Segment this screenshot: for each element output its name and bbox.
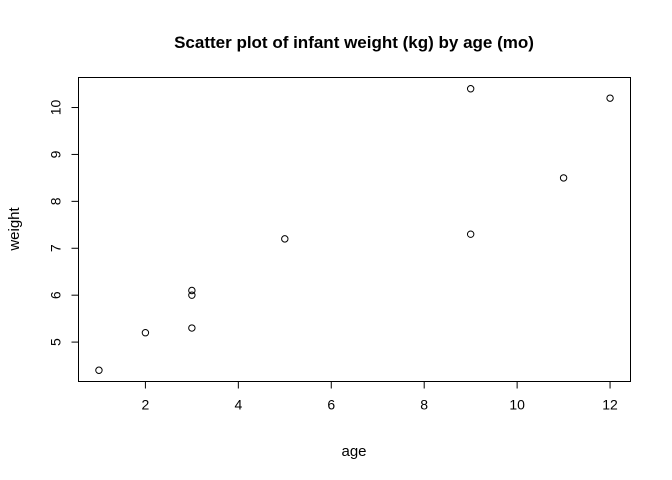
x-axis: 2 4 6 8 10 12 xyxy=(142,381,618,413)
y-axis: 5 6 7 8 9 10 xyxy=(48,100,79,346)
data-point xyxy=(466,85,475,93)
x-tick-label: 12 xyxy=(602,397,618,413)
x-tick-label: 6 xyxy=(327,397,335,413)
y-tick-label: 8 xyxy=(48,197,64,205)
data-point xyxy=(188,324,196,332)
x-tick-label: 4 xyxy=(234,397,242,413)
data-point xyxy=(281,235,289,243)
x-tick-label: 10 xyxy=(509,397,525,413)
chart-title: Scatter plot of infant weight (kg) by ag… xyxy=(174,33,534,52)
x-tick-label: 2 xyxy=(142,397,150,413)
y-tick-label: 5 xyxy=(48,338,64,346)
data-point xyxy=(95,366,103,374)
data-points xyxy=(95,85,614,374)
data-point xyxy=(188,291,196,299)
y-tick-label: 7 xyxy=(48,244,64,252)
y-axis-label: weight xyxy=(6,206,23,251)
x-axis-label: age xyxy=(341,443,366,460)
y-tick-label: 6 xyxy=(48,291,64,299)
data-point xyxy=(188,286,196,295)
y-tick-label: 10 xyxy=(48,100,64,116)
data-point xyxy=(141,329,150,337)
data-point xyxy=(606,94,614,102)
data-point xyxy=(466,230,475,238)
y-tick-label: 9 xyxy=(48,150,64,158)
data-point xyxy=(559,174,568,182)
x-tick-label: 8 xyxy=(420,397,428,413)
plot-frame xyxy=(78,77,631,382)
